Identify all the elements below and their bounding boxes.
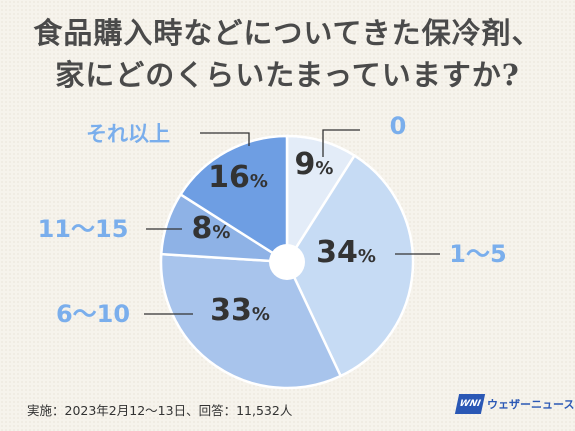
value-label-4: 16% bbox=[208, 160, 268, 195]
leader-line-0 bbox=[322, 129, 360, 157]
title-line-1: 食品購入時などについてきた保冷剤、 bbox=[33, 16, 542, 50]
logo-mark: WNI bbox=[454, 394, 486, 414]
pie-slice-1 bbox=[285, 153, 415, 378]
category-label-4: それ以上 bbox=[86, 122, 170, 146]
value-label-3: 8% bbox=[192, 211, 231, 246]
category-label-1: 1～5 bbox=[449, 240, 506, 268]
pie-slice-4 bbox=[178, 134, 289, 265]
value-label-1: 34% bbox=[316, 235, 376, 270]
logo-text: ウェザーニュース bbox=[487, 398, 575, 411]
value-label-2: 33% bbox=[210, 293, 270, 328]
pie-center-hole bbox=[269, 244, 305, 280]
value-label-0: 9% bbox=[295, 147, 334, 182]
pie-slice-2 bbox=[159, 252, 343, 390]
chart-title: 食品購入時などについてきた保冷剤、 家にどのくらいたまっていますか? bbox=[0, 12, 575, 96]
survey-footnote: 実施：2023年2月12～13日、回答：11,532人 bbox=[27, 403, 293, 418]
leader-line-4 bbox=[200, 132, 250, 146]
category-label-3: 11～15 bbox=[38, 215, 129, 243]
weathernews-logo: WNI ウェザーニュース bbox=[454, 394, 575, 414]
category-label-0: 0 bbox=[390, 112, 407, 140]
title-line-2: 家にどのくらいたまっていますか? bbox=[55, 58, 520, 92]
category-label-2: 6～10 bbox=[56, 300, 130, 328]
